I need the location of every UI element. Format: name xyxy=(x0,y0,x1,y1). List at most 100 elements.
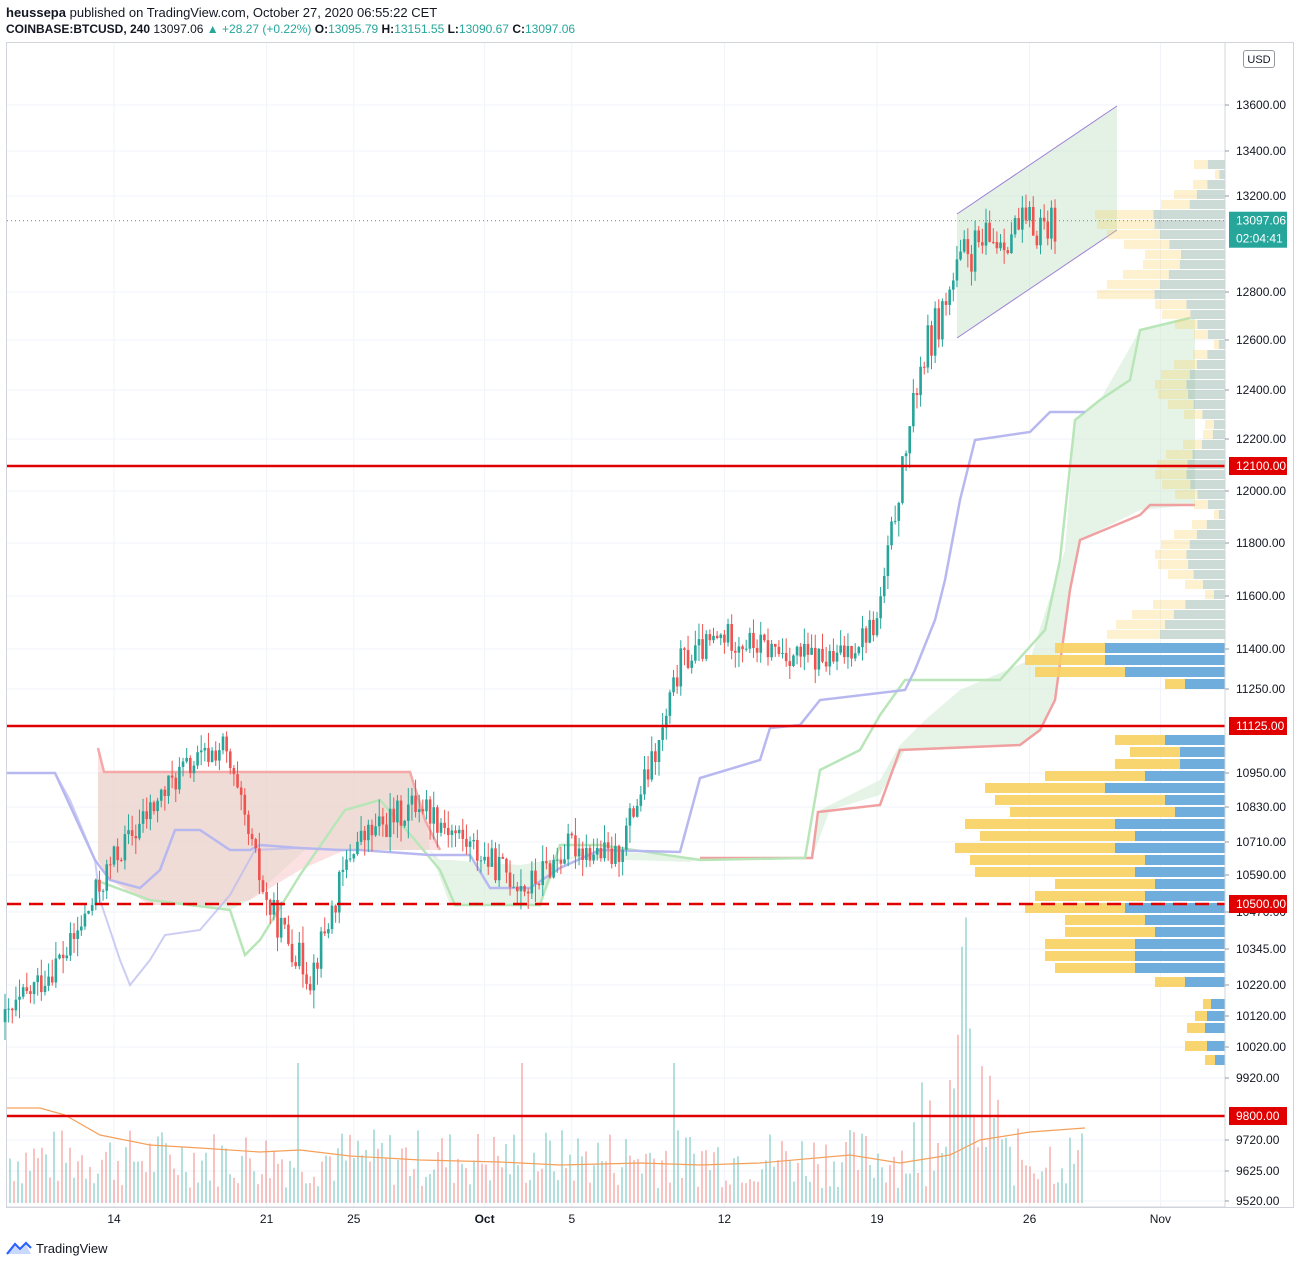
price-tick-label: 12400.00 xyxy=(1236,383,1286,397)
volume-bar xyxy=(277,1163,279,1203)
volume-profile-bar-light xyxy=(1097,220,1225,229)
volume-bar xyxy=(561,1130,563,1203)
volume-bar xyxy=(1025,1165,1027,1203)
volume-profile-bar-light xyxy=(1197,490,1225,499)
volume-profile-bar-light xyxy=(1207,350,1225,359)
volume-bar xyxy=(733,1158,735,1203)
volume-bar xyxy=(521,1063,523,1203)
volume-bar xyxy=(425,1176,427,1203)
publisher-name[interactable]: heussepa xyxy=(6,5,66,20)
candle-body xyxy=(893,520,897,522)
volume-profile-bar-light xyxy=(1196,190,1225,199)
volume-bar xyxy=(381,1142,383,1203)
candle-body xyxy=(221,736,225,751)
candle-body xyxy=(69,933,72,956)
time-tick-label: Oct xyxy=(475,1212,495,1226)
candle-body xyxy=(10,1008,14,1011)
candle-body xyxy=(516,886,519,892)
volume-bar xyxy=(661,1160,663,1203)
volume-bar xyxy=(613,1173,615,1203)
volume-profile-bar-light xyxy=(1188,390,1225,399)
volume-bar xyxy=(829,1186,831,1203)
candle-body xyxy=(29,991,32,995)
candle-body xyxy=(734,650,737,653)
volume-bar xyxy=(877,1153,879,1203)
volume-bar xyxy=(493,1136,495,1203)
volume-bar xyxy=(1029,1166,1031,1203)
price-tick-label: 10950.00 xyxy=(1236,766,1286,780)
volume-bar xyxy=(181,1146,183,1203)
volume-bar xyxy=(645,1153,647,1203)
candle-body xyxy=(272,900,276,915)
candle-body xyxy=(864,628,868,643)
candle-body xyxy=(773,643,777,647)
candle-body xyxy=(970,254,973,272)
candle-body xyxy=(497,856,501,881)
candle-body xyxy=(890,521,893,546)
volume-profile-bar-light xyxy=(1190,310,1225,319)
candle-body xyxy=(828,650,832,667)
candle-body xyxy=(603,842,606,859)
candle-body xyxy=(243,794,247,815)
volume-bar xyxy=(273,1150,275,1203)
volume-profile-bar-light xyxy=(1158,560,1225,569)
candle-body xyxy=(766,640,770,658)
candle-body xyxy=(196,752,199,766)
volume-bar xyxy=(621,1167,623,1203)
volume-profile-bar xyxy=(1115,759,1225,769)
volume-bar xyxy=(125,1147,127,1203)
candle-body xyxy=(625,825,628,850)
candle-body xyxy=(559,859,563,864)
volume-profile-bar xyxy=(1155,879,1225,889)
price-tick-label: 10830.00 xyxy=(1236,800,1286,814)
candle-body xyxy=(908,426,911,454)
candle-body xyxy=(112,846,116,865)
candle-body xyxy=(265,891,268,900)
volume-bar xyxy=(377,1148,379,1203)
volume-bar xyxy=(809,1181,811,1203)
volume-bar xyxy=(77,1161,79,1203)
volume-bar xyxy=(373,1129,375,1203)
volume-profile-bar xyxy=(1145,771,1225,781)
candle-body xyxy=(803,643,806,657)
level-price-label: 10500.00 xyxy=(1236,897,1286,911)
volume-bar xyxy=(217,1186,219,1203)
candle-body xyxy=(944,301,948,305)
volume-bar xyxy=(317,1186,319,1203)
candle-body xyxy=(228,751,232,769)
candle-body xyxy=(494,848,497,881)
volume-bar xyxy=(1065,1183,1067,1203)
candle-body xyxy=(610,848,614,864)
volume-bar xyxy=(9,1158,11,1203)
time-tick-label: 5 xyxy=(568,1212,575,1226)
volume-bar xyxy=(245,1137,247,1203)
volume-bar xyxy=(197,1182,199,1203)
candle-body xyxy=(207,747,210,762)
volume-bar xyxy=(693,1153,695,1203)
candle-body xyxy=(436,807,439,833)
candle-body xyxy=(298,942,301,967)
volume-bar xyxy=(213,1134,215,1203)
volume-profile-bar-light xyxy=(1154,220,1225,229)
candles xyxy=(3,194,1057,1041)
currency-badge[interactable]: USD xyxy=(1243,50,1275,68)
volume-bar xyxy=(909,1173,911,1203)
volume-bar xyxy=(21,1183,23,1203)
volume-bar xyxy=(737,1156,739,1203)
candle-body xyxy=(345,859,348,870)
candle-body xyxy=(810,647,813,655)
candle-body xyxy=(101,890,105,892)
volume-bar xyxy=(545,1132,547,1203)
volume-profile-bar-light xyxy=(1185,580,1225,589)
volume-bar xyxy=(453,1182,455,1203)
volume-bar xyxy=(749,1179,751,1203)
candle-body xyxy=(755,647,759,653)
volume-profile-bar xyxy=(1125,667,1225,677)
candle-body xyxy=(930,325,933,356)
volume-bar xyxy=(169,1154,171,1203)
volume-profile-bar xyxy=(1185,977,1225,987)
volume-profile-bar xyxy=(955,843,1225,853)
candle-body xyxy=(58,954,61,959)
volume-bar xyxy=(401,1148,403,1203)
